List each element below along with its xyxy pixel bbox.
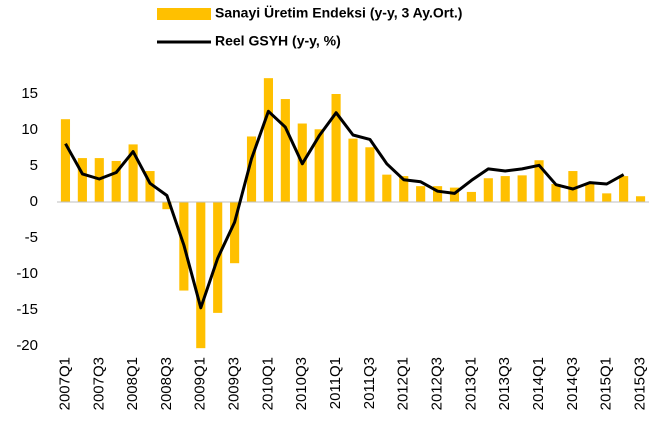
y-tick-label: 5 <box>30 157 38 174</box>
y-tick-label: -5 <box>25 229 38 246</box>
bar <box>246 136 257 202</box>
bar <box>416 186 426 202</box>
bar <box>399 176 409 202</box>
bar <box>365 147 375 202</box>
bar <box>331 94 341 202</box>
bar <box>348 138 358 202</box>
bar <box>128 144 138 202</box>
bar <box>602 193 612 202</box>
x-tick-label: 2008Q1 <box>124 357 141 410</box>
legend-label: Sanayi Üretim Endeksi (y-y, 3 Ay.Ort.) <box>215 5 462 21</box>
bar <box>196 202 206 349</box>
bar <box>111 160 121 202</box>
bar <box>534 160 544 202</box>
x-tick-label: 2014Q3 <box>564 357 581 410</box>
x-tick-label: 2012Q3 <box>429 357 446 410</box>
x-tick-label: 2009Q3 <box>226 357 243 410</box>
bar <box>585 183 595 202</box>
bar <box>145 171 155 202</box>
bar <box>77 158 87 202</box>
x-tick-label: 2011Q3 <box>361 357 378 409</box>
y-tick-label: 0 <box>30 193 38 210</box>
bar <box>466 191 476 202</box>
x-tick-label: 2014Q1 <box>530 357 547 410</box>
y-tick-label: 15 <box>21 85 38 102</box>
bar <box>568 171 578 202</box>
y-tick-label: -10 <box>16 265 38 282</box>
x-tick-label: 2007Q1 <box>56 357 73 410</box>
bar <box>382 174 392 202</box>
bar <box>433 186 443 202</box>
bar <box>314 129 324 202</box>
bar <box>162 202 172 210</box>
x-tick-label: 2007Q3 <box>90 357 107 410</box>
x-tick-label: 2009Q1 <box>192 357 209 410</box>
bar <box>280 99 290 202</box>
legend-swatch <box>157 8 211 20</box>
legend-label: Reel GSYH (y-y, %) <box>215 33 341 49</box>
bar <box>230 202 240 264</box>
line-series <box>64 109 625 310</box>
bar <box>517 175 527 202</box>
bar <box>635 196 646 202</box>
bar <box>263 78 273 202</box>
y-tick-label: -20 <box>16 337 38 354</box>
x-tick-label: 2013Q1 <box>462 357 479 410</box>
x-tick-label: 2015Q1 <box>598 357 615 410</box>
x-tick-label: 2008Q3 <box>158 357 175 410</box>
bar <box>551 184 561 202</box>
bar <box>619 176 629 202</box>
y-tick-label: 10 <box>21 121 38 138</box>
bar <box>60 119 71 202</box>
y-tick-label: -15 <box>16 301 38 318</box>
x-tick-label: 2015Q3 <box>632 357 649 410</box>
x-tick-label: 2010Q3 <box>293 357 310 410</box>
x-tick-label: 2012Q1 <box>395 357 412 410</box>
bar <box>483 178 493 202</box>
x-tick-label: 2013Q3 <box>496 357 513 410</box>
x-tick-label: 2011Q1 <box>327 357 344 409</box>
x-tick-label: 2010Q1 <box>259 357 276 410</box>
bar <box>500 176 510 202</box>
